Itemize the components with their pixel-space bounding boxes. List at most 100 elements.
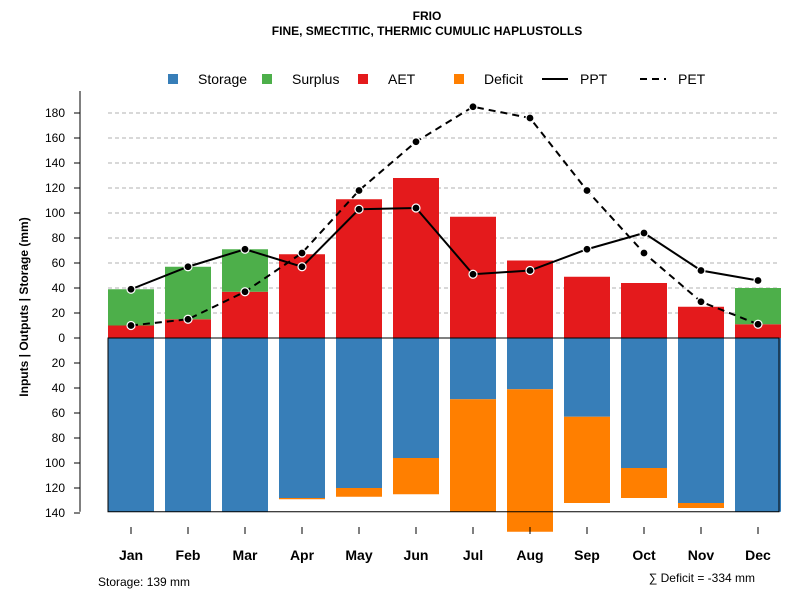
y-tick-label: 100	[45, 206, 65, 220]
aet-bar-jun	[393, 178, 439, 338]
ppt-point-jul	[468, 269, 478, 279]
deficit-note: ∑ Deficit = -334 mm	[649, 571, 755, 585]
y-tick-label: 80	[52, 231, 66, 245]
deficit-bar-jul	[450, 399, 496, 512]
x-tick-label-apr: Apr	[290, 547, 315, 563]
storage-note: Storage: 139 mm	[98, 575, 190, 589]
y-tick-label: 100	[45, 456, 65, 470]
surplus-bar-jan	[108, 289, 154, 326]
y-tick-label: 40	[52, 381, 66, 395]
deficit-bar-apr	[279, 498, 325, 500]
y-tick-label: 60	[52, 256, 66, 270]
x-tick-label-dec: Dec	[745, 547, 771, 563]
storage-bar-jul	[450, 338, 496, 400]
axes-layer: 0 20 40 60 80 100 120 140 160 180 20 40 60 80 100 120 14…	[45, 91, 780, 563]
aet-bar-mar	[222, 291, 268, 338]
aet-bar-sep	[564, 276, 610, 338]
storage-bar-aug	[507, 338, 553, 390]
storage-bar-mar	[222, 338, 268, 512]
storage-bar-sep	[564, 338, 610, 417]
storage-bar-jan	[108, 338, 154, 512]
y-tick-label: 20	[52, 306, 66, 320]
pet-line	[130, 105, 759, 327]
pet-point-nov	[696, 297, 706, 307]
y-tick-label: 20	[52, 356, 66, 370]
y-tick-label: 0	[58, 331, 65, 345]
y-tick-label: 60	[52, 406, 66, 420]
x-tick-label-feb: Feb	[176, 547, 201, 563]
x-tick-label-nov: Nov	[688, 547, 715, 563]
deficit-bar-sep	[564, 416, 610, 503]
x-tick-label-oct: Oct	[632, 547, 656, 563]
ppt-point-jan	[126, 284, 136, 294]
legend-label-aet: AET	[388, 71, 416, 87]
y-tick-label: 140	[45, 156, 65, 170]
ppt-line	[130, 206, 759, 291]
y-axis-label: Inputs | Outputs | Storage (mm)	[17, 217, 31, 396]
pet-point-jul	[468, 102, 478, 112]
y-tick-label: 40	[52, 281, 66, 295]
pet-point-apr	[297, 248, 307, 258]
ppt-point-oct	[639, 228, 649, 238]
deficit-bar-aug	[507, 389, 553, 532]
x-tick-label-jun: Jun	[404, 547, 429, 563]
legend-swatch-surplus	[262, 74, 272, 84]
x-tick-label-jul: Jul	[463, 547, 483, 563]
x-tick-label-jan: Jan	[119, 547, 143, 563]
legend-swatch-deficit	[454, 74, 464, 84]
aet-bar-nov	[678, 306, 724, 338]
pet-point-dec	[753, 319, 763, 329]
x-tick-label-aug: Aug	[516, 547, 543, 563]
y-tick-label: 160	[45, 131, 65, 145]
surplus-bar-feb	[165, 266, 211, 320]
storage-bar-nov	[678, 338, 724, 503]
aet-bar-dec	[735, 324, 781, 338]
storage-bar-oct	[621, 338, 667, 468]
storage-bar-may	[336, 338, 382, 488]
legend-label-surplus: Surplus	[292, 71, 339, 87]
chart-title: FRIO	[413, 9, 442, 23]
ppt-point-dec	[753, 275, 763, 286]
y-tick-label: 140	[45, 506, 65, 520]
pet-point-jan	[126, 320, 136, 331]
ppt-point-may	[354, 204, 364, 214]
x-tick-label-sep: Sep	[574, 547, 600, 563]
ppt-point-apr	[297, 262, 307, 272]
legend-label-storage: Storage	[198, 71, 247, 87]
y-tick-label: 180	[45, 106, 65, 120]
deficit-bar-oct	[621, 468, 667, 498]
aet-bar-feb	[165, 319, 211, 338]
storage-bar-feb	[165, 338, 211, 512]
ppt-point-jun	[411, 203, 421, 213]
ppt-point-mar	[240, 244, 250, 254]
ppt-point-feb	[183, 262, 193, 272]
legend-swatch-aet	[358, 74, 368, 84]
aet-bar-may	[336, 199, 382, 338]
lines-layer	[126, 102, 763, 331]
aet-bar-oct	[621, 283, 667, 338]
pet-point-may	[354, 185, 364, 196]
legend-label-deficit: Deficit	[484, 71, 523, 87]
storage-bar-jun	[393, 338, 439, 458]
pet-point-sep	[582, 185, 592, 196]
storage-bar-apr	[279, 338, 325, 498]
chart-subtitle: FINE, SMECTITIC, THERMIC CUMULIC HAPLUST…	[272, 24, 582, 38]
y-tick-label: 80	[52, 431, 66, 445]
y-tick-label: 120	[45, 481, 65, 495]
pet-point-aug	[525, 113, 535, 123]
deficit-bar-jun	[393, 458, 439, 495]
pet-point-mar	[240, 287, 250, 297]
legend-swatch-storage	[168, 74, 178, 84]
ppt-point-nov	[696, 265, 706, 276]
legend: Storage Surplus AET Deficit PPT PET	[168, 71, 706, 87]
y-tick-label: 120	[45, 181, 65, 195]
deficit-bar-nov	[678, 503, 724, 508]
legend-label-pet: PET	[678, 71, 706, 87]
surplus-bar-mar	[222, 249, 268, 292]
ppt-point-aug	[525, 265, 535, 276]
deficit-bar-may	[336, 488, 382, 497]
storage-bar-dec	[735, 338, 781, 512]
aet-bar-jan	[108, 325, 154, 338]
legend-label-ppt: PPT	[580, 71, 608, 87]
